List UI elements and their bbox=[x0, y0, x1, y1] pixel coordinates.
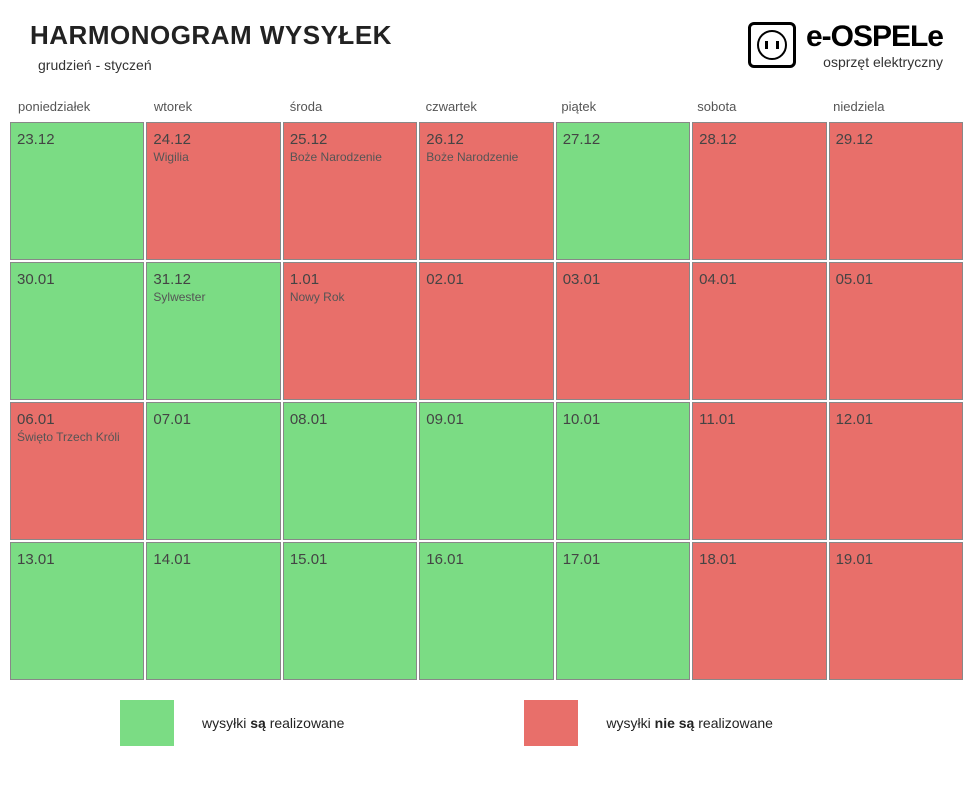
calendar-cell: 06.01 Święto Trzech Króli bbox=[10, 402, 144, 540]
cell-date: 08.01 bbox=[290, 411, 410, 428]
day-header: sobota bbox=[691, 93, 825, 122]
day-header: czwartek bbox=[420, 93, 554, 122]
calendar-cell: 03.01 bbox=[556, 262, 690, 400]
logo-text-block: e-OSPELe osprzęt elektryczny bbox=[806, 20, 943, 70]
legend-shipping-text: wysyłki są realizowane bbox=[202, 715, 344, 731]
cell-date: 28.12 bbox=[699, 131, 819, 148]
cell-holiday-label: Boże Narodzenie bbox=[426, 150, 546, 164]
cell-holiday-label: Sylwester bbox=[153, 290, 273, 304]
cell-date: 02.01 bbox=[426, 271, 546, 288]
cell-date: 05.01 bbox=[836, 271, 956, 288]
cell-date: 18.01 bbox=[699, 551, 819, 568]
calendar-cell: 27.12 bbox=[556, 122, 690, 260]
calendar-cell: 25.12 Boże Narodzenie bbox=[283, 122, 417, 260]
brand-name: e-OSPELe bbox=[806, 20, 943, 54]
day-header: środa bbox=[284, 93, 418, 122]
calendar-week-row: 30.01 31.12 Sylwester 1.01 Nowy Rok 02.01 03.0… bbox=[10, 262, 963, 400]
cell-date: 10.01 bbox=[563, 411, 683, 428]
cell-date: 12.01 bbox=[836, 411, 956, 428]
cell-date: 27.12 bbox=[563, 131, 683, 148]
cell-date: 31.12 bbox=[153, 271, 273, 288]
legend-text-bold: są bbox=[250, 715, 266, 731]
calendar-cell: 30.01 bbox=[10, 262, 144, 400]
calendar-cell: 13.01 bbox=[10, 542, 144, 680]
calendar-cell: 10.01 bbox=[556, 402, 690, 540]
cell-holiday-label: Boże Narodzenie bbox=[290, 150, 410, 164]
day-header: wtorek bbox=[148, 93, 282, 122]
legend-text: realizowane bbox=[266, 715, 345, 731]
cell-date: 17.01 bbox=[563, 551, 683, 568]
calendar-cell: 16.01 bbox=[419, 542, 553, 680]
calendar-cell: 08.01 bbox=[283, 402, 417, 540]
cell-date: 29.12 bbox=[836, 131, 956, 148]
calendar-cell: 11.01 bbox=[692, 402, 826, 540]
calendar-cell: 23.12 bbox=[10, 122, 144, 260]
header: HARMONOGRAM WYSYŁEK grudzień - styczeń e… bbox=[10, 20, 963, 83]
cell-date: 19.01 bbox=[836, 551, 956, 568]
cell-date: 30.01 bbox=[17, 271, 137, 288]
shipping-calendar: poniedziałekwtorekśrodaczwartekpiąteksob… bbox=[10, 93, 963, 680]
cell-date: 07.01 bbox=[153, 411, 273, 428]
calendar-week-row: 23.1224.12Wigilia25.12Boże Narodzenie26.… bbox=[10, 122, 963, 260]
calendar-week-row: 06.01 Święto Trzech Króli 07.01 08.01 09.01 1… bbox=[10, 402, 963, 540]
legend-text: realizowane bbox=[694, 715, 773, 731]
calendar-cell: 09.01 bbox=[419, 402, 553, 540]
cell-date: 16.01 bbox=[426, 551, 546, 568]
calendar-cell: 1.01 Nowy Rok bbox=[283, 262, 417, 400]
legend-text: wysyłki bbox=[202, 715, 250, 731]
cell-date: 26.12 bbox=[426, 131, 546, 148]
legend-swatch-shipping bbox=[120, 700, 174, 746]
cell-holiday-label: Wigilia bbox=[153, 150, 273, 164]
cell-holiday-label: Nowy Rok bbox=[290, 290, 410, 304]
cell-date: 11.01 bbox=[699, 411, 819, 428]
cell-holiday-label: Święto Trzech Króli bbox=[17, 430, 137, 444]
calendar-cell: 19.01 bbox=[829, 542, 963, 680]
legend-no-shipping: wysyłki nie są realizowane bbox=[524, 700, 773, 746]
cell-date: 06.01 bbox=[17, 411, 137, 428]
calendar-cell: 15.01 bbox=[283, 542, 417, 680]
brand-logo: e-OSPELe osprzęt elektryczny bbox=[748, 20, 943, 70]
calendar-cell: 02.01 bbox=[419, 262, 553, 400]
page-subtitle: grudzień - styczeń bbox=[30, 57, 392, 73]
calendar-cell: 26.12 Boże Narodzenie bbox=[419, 122, 553, 260]
cell-date: 25.12 bbox=[290, 131, 410, 148]
cell-date: 15.01 bbox=[290, 551, 410, 568]
calendar-cell: 14.01 bbox=[146, 542, 280, 680]
day-headers-row: poniedziałekwtorekśrodaczwartekpiąteksob… bbox=[10, 93, 963, 122]
calendar-weeks: 23.1224.12Wigilia25.12Boże Narodzenie26.… bbox=[10, 122, 963, 680]
calendar-cell: 12.01 bbox=[829, 402, 963, 540]
day-header: piątek bbox=[555, 93, 689, 122]
title-block: HARMONOGRAM WYSYŁEK grudzień - styczeń bbox=[30, 20, 392, 73]
legend-shipping: wysyłki są realizowane bbox=[120, 700, 344, 746]
calendar-week-row: 13.01 14.01 15.01 16.01 17.01 18.01 19.01 bbox=[10, 542, 963, 680]
cell-date: 03.01 bbox=[563, 271, 683, 288]
day-header: poniedziałek bbox=[12, 93, 146, 122]
calendar-cell: 18.01 bbox=[692, 542, 826, 680]
legend: wysyłki są realizowane wysyłki nie są re… bbox=[10, 700, 963, 746]
day-header: niedziela bbox=[827, 93, 961, 122]
cell-date: 09.01 bbox=[426, 411, 546, 428]
cell-date: 14.01 bbox=[153, 551, 273, 568]
calendar-cell: 29.12 bbox=[829, 122, 963, 260]
legend-swatch-no-shipping bbox=[524, 700, 578, 746]
calendar-cell: 24.12 Wigilia bbox=[146, 122, 280, 260]
brand-tagline: osprzęt elektryczny bbox=[823, 54, 943, 70]
calendar-cell: 17.01 bbox=[556, 542, 690, 680]
calendar-cell: 28.12 bbox=[692, 122, 826, 260]
page-title: HARMONOGRAM WYSYŁEK bbox=[30, 20, 392, 51]
cell-date: 23.12 bbox=[17, 131, 137, 148]
calendar-cell: 07.01 bbox=[146, 402, 280, 540]
cell-date: 24.12 bbox=[153, 131, 273, 148]
legend-no-shipping-text: wysyłki nie są realizowane bbox=[606, 715, 773, 731]
cell-date: 1.01 bbox=[290, 271, 410, 288]
calendar-cell: 04.01 bbox=[692, 262, 826, 400]
legend-text-bold: nie są bbox=[655, 715, 695, 731]
calendar-cell: 31.12 Sylwester bbox=[146, 262, 280, 400]
socket-icon bbox=[748, 22, 796, 68]
cell-date: 04.01 bbox=[699, 271, 819, 288]
cell-date: 13.01 bbox=[17, 551, 137, 568]
legend-text: wysyłki bbox=[606, 715, 654, 731]
calendar-cell: 05.01 bbox=[829, 262, 963, 400]
